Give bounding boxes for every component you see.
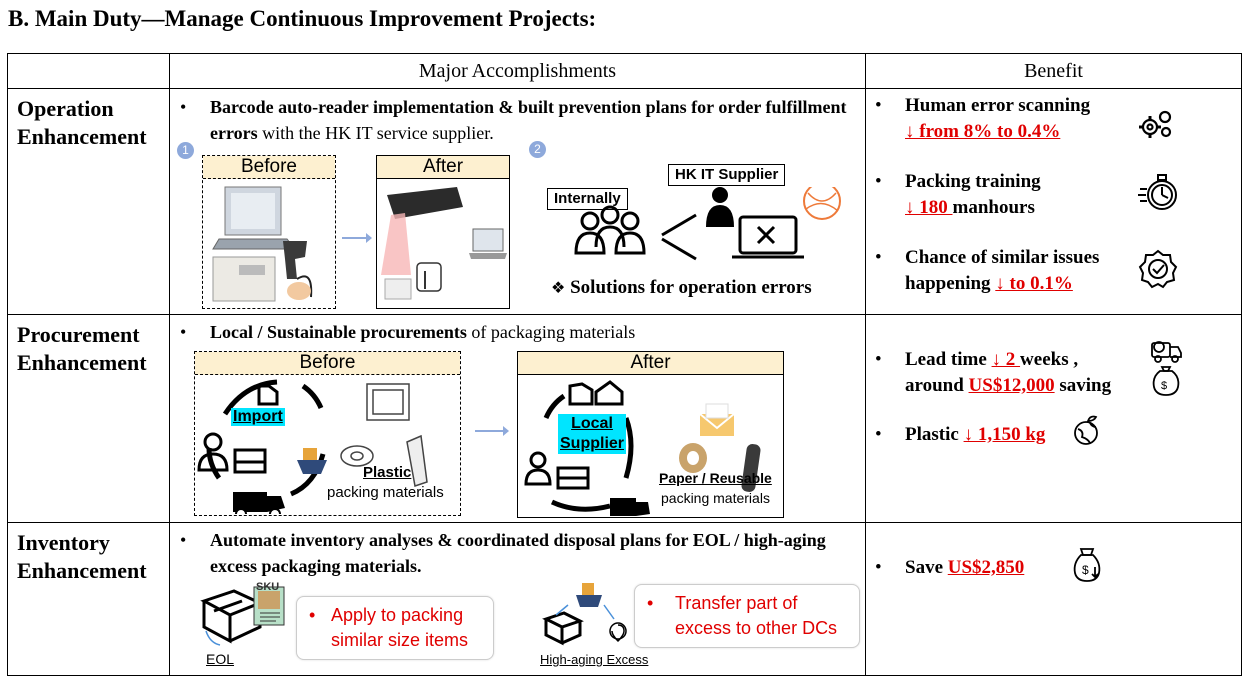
header-accomplishments: Major Accomplishments xyxy=(169,53,866,89)
step-number-2: 2 xyxy=(529,141,546,158)
header-blank xyxy=(7,53,170,89)
delivery-savings-icon: $ xyxy=(1151,341,1182,396)
internally-label: Internally xyxy=(547,188,628,210)
svg-text:$: $ xyxy=(1161,380,1167,392)
category-operation: Operation Enhancement xyxy=(7,88,170,315)
import-label: Import xyxy=(231,408,285,426)
import-cycle-icon xyxy=(197,379,428,514)
inventory-bullet: • Automate inventory analyses & coordina… xyxy=(180,530,826,576)
money-bag-icon: $ xyxy=(1073,548,1101,582)
packing-materials-label: packing materials xyxy=(327,484,444,501)
category-line: Inventory xyxy=(17,530,110,555)
eol-label: EOL xyxy=(206,651,235,667)
operation-accomplishment: • Barcode auto-reader implementation & b… xyxy=(169,88,866,315)
before-label: Before xyxy=(203,156,335,179)
benefit-item: • Lead time ↓ 2 weeks , around US$12,000 … xyxy=(875,349,1112,396)
packing-materials-label: packing materials xyxy=(661,490,770,506)
step-number-1: 1 xyxy=(177,142,194,159)
callout-apply-packing: • Apply to packing similar size items xyxy=(296,596,494,660)
after-label: After xyxy=(377,156,509,179)
operation-benefit: • Human error scanning ↓ from 8% to 0.4% … xyxy=(865,88,1242,315)
svg-text:$: $ xyxy=(1082,563,1089,577)
high-aging-transfer-icon xyxy=(542,583,627,646)
procurement-before-box: Before xyxy=(194,351,461,516)
stopwatch-icon xyxy=(1138,174,1177,210)
operation-bullet: • Barcode auto-reader implementation & b… xyxy=(180,97,847,143)
category-line: Procurement xyxy=(17,322,140,347)
category-line: Enhancement xyxy=(17,124,147,149)
category-procurement: Procurement Enhancement xyxy=(7,314,170,523)
improvement-table: Major Accomplishments Benefit Operation … xyxy=(7,53,1242,676)
benefit-item: • Chance of similar issues happening ↓ t… xyxy=(875,247,1100,294)
high-aging-label: High-aging Excess xyxy=(540,652,649,667)
laptop-scanner-icon xyxy=(212,186,313,302)
procurement-accomplishment: • Local / Sustainable procurements of pa… xyxy=(169,314,866,523)
gears-icon xyxy=(1139,110,1172,138)
category-line: Enhancement xyxy=(17,558,147,583)
paper-reusable-label: Paper / Reusable xyxy=(659,470,772,486)
solutions-caption: ❖ Solutions for operation errors xyxy=(551,277,812,298)
procurement-benefit: • Lead time ↓ 2 weeks , around US$12,000 … xyxy=(865,314,1242,523)
before-box: Before xyxy=(202,155,336,309)
barcode-reader-icon xyxy=(381,187,507,300)
benefit-item: • Save US$2,850 xyxy=(875,557,1025,578)
local-supply-cycle-icon xyxy=(524,380,761,516)
hk-supplier-label: HK IT Supplier xyxy=(668,164,786,186)
before-label: Before xyxy=(195,352,460,375)
procurement-after-box: After Local Supplier xyxy=(517,351,784,518)
procurement-bullet: • Local / Sustainable procurements of pa… xyxy=(180,322,636,342)
benefit-item: • Human error scanning ↓ from 8% to 0.4% xyxy=(875,95,1091,142)
benefit-item: • Packing training ↓ 180 manhours xyxy=(875,171,1041,218)
plastic-label: Plastic xyxy=(363,464,412,481)
inventory-accomplishment: • Automate inventory analyses & coordina… xyxy=(169,522,866,676)
after-box: After xyxy=(376,155,510,309)
category-inventory: Inventory Enhancement xyxy=(7,522,170,676)
arrow-icon xyxy=(342,233,372,243)
category-line: Enhancement xyxy=(17,350,147,375)
eol-box-icon xyxy=(200,586,285,646)
after-label: After xyxy=(518,352,783,375)
team-supplier-icon xyxy=(574,187,841,261)
bullet-bold-text: Barcode auto-reader implementation & bui… xyxy=(210,97,847,143)
benefit-item: • Plastic ↓ 1,150 kg xyxy=(875,424,1046,445)
local-supplier-label: Local Supplier xyxy=(558,414,627,454)
callout-transfer-excess: • Transfer part of excess to other DCs xyxy=(634,584,860,648)
eco-globe-icon xyxy=(1074,415,1098,445)
inventory-benefit: • Save US$2,850 $ xyxy=(865,522,1242,676)
arrow-icon xyxy=(475,426,509,436)
page-title: B. Main Duty—Manage Continuous Improveme… xyxy=(8,6,597,31)
header-benefit: Benefit xyxy=(865,53,1242,89)
bullet-text: with the HK IT service supplier. xyxy=(257,123,494,143)
approval-badge-icon xyxy=(1138,249,1178,289)
sku-label: SKU xyxy=(256,581,280,593)
diamond-bullet-icon: ❖ xyxy=(551,280,566,297)
category-line: Operation xyxy=(17,96,114,121)
